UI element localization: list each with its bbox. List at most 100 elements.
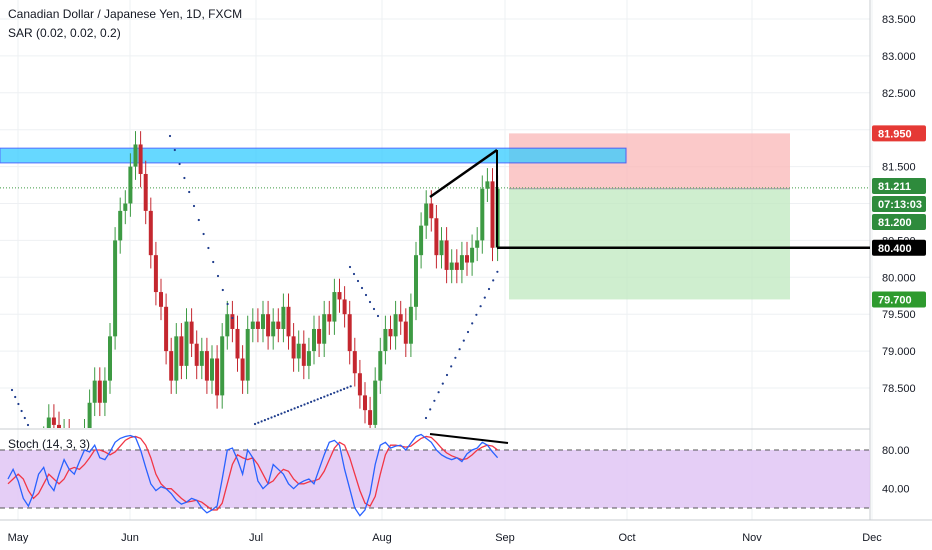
sar-dot [202, 232, 205, 236]
candle-body [490, 181, 495, 248]
sar-dot [280, 412, 283, 415]
sar-legend: SAR (0.02, 0.02, 0.2) [8, 26, 121, 40]
target-price-tag-bg [872, 291, 926, 308]
candle-body [153, 255, 158, 293]
sar-dot [454, 356, 457, 359]
price-tick-label: 80.000 [882, 272, 916, 284]
candle-body [485, 181, 490, 189]
candle-body [51, 417, 56, 425]
candle-body [266, 314, 271, 337]
sar-dot [207, 246, 210, 250]
sar-dot [212, 260, 215, 264]
sar-dot [466, 330, 470, 334]
sar-dot [487, 287, 491, 291]
sar-dot [356, 279, 360, 283]
price-tick-label: 83.500 [882, 14, 916, 26]
sar-dot [343, 387, 346, 390]
chart-title: Canadian Dollar / Japanese Yen, 1D, FXCM [8, 7, 243, 21]
candle-body [220, 336, 225, 396]
sar-dot [277, 413, 280, 416]
sar-dot [273, 415, 276, 418]
sar-dot [329, 393, 332, 396]
sar-dot [183, 176, 186, 180]
candle-body [373, 380, 378, 425]
sar-dot [349, 385, 352, 388]
countdown-tag-bg [872, 196, 926, 212]
sar-dot [445, 373, 449, 377]
drawn-lines [429, 148, 870, 444]
take-profit-zone [509, 188, 790, 300]
candle-body [480, 188, 485, 241]
sar-dot [424, 416, 428, 420]
candle-body [159, 292, 163, 307]
time-tick-label: Sep [495, 532, 515, 544]
candle-body [133, 144, 138, 167]
candle-body [194, 343, 199, 366]
candle-body [102, 380, 107, 403]
candle-body [250, 321, 255, 329]
sar-dot [326, 394, 329, 397]
candle-body [240, 358, 245, 381]
sar-dot [360, 286, 364, 290]
candle-body [174, 336, 179, 381]
candle-body [465, 255, 469, 263]
candle-body [378, 351, 383, 381]
time-tick-label: Nov [742, 532, 762, 544]
sar-dot [306, 402, 309, 405]
candle-body [230, 314, 235, 329]
sar-dot [293, 407, 296, 410]
stoch-band [0, 450, 870, 508]
candle-body [255, 321, 260, 329]
sar-dot [364, 293, 368, 297]
sar-dot [336, 390, 339, 393]
sar-dot [310, 400, 313, 403]
stoch-tick-label: 40.00 [882, 484, 910, 496]
candle-body [118, 210, 123, 241]
sar-dot [26, 423, 30, 427]
candle-body [357, 373, 362, 396]
candle-body [337, 292, 342, 300]
sar-dot [17, 402, 20, 406]
price-tick-label: 79.000 [882, 346, 916, 358]
candle-body [475, 240, 480, 248]
candle-body [419, 225, 424, 256]
candle-body [296, 343, 301, 359]
sar-dot [429, 408, 432, 411]
sar-dot [197, 218, 200, 222]
sar-dot [270, 416, 273, 419]
close-price-tag: 81.200 [878, 217, 912, 229]
sar-dot [290, 408, 293, 411]
sar-dot [286, 409, 290, 413]
time-tick-label: Aug [372, 532, 392, 544]
candle-body [434, 218, 439, 256]
candle-body [46, 417, 51, 428]
candle-body [347, 314, 352, 352]
sar-dot [492, 279, 495, 282]
candle-body [271, 321, 276, 337]
candle-body [138, 144, 143, 174]
candle-body [393, 314, 398, 337]
sar-dot [226, 302, 229, 306]
candle-body [470, 247, 475, 263]
candle-body [245, 328, 250, 381]
candle-body [403, 321, 408, 344]
sar-dot [316, 398, 319, 401]
sar-dot [192, 204, 196, 208]
sar-dot [10, 388, 14, 392]
stochastic-pane [0, 433, 870, 517]
last-price-tag-bg [872, 178, 926, 194]
candle-body [123, 203, 128, 211]
sar-dot [313, 399, 316, 402]
sar-series [10, 134, 499, 427]
sar-dot [333, 391, 336, 394]
candle-body [312, 328, 316, 352]
candle-body [87, 402, 92, 428]
candle-body [261, 314, 265, 329]
sar-dot [178, 162, 181, 166]
price-tick-label: 82.500 [882, 88, 916, 100]
price-tick-label: 81.500 [882, 162, 916, 174]
sar-dot [14, 395, 17, 399]
sar-dot [462, 339, 465, 342]
sar-dot [372, 307, 376, 311]
candle-body [306, 351, 311, 366]
